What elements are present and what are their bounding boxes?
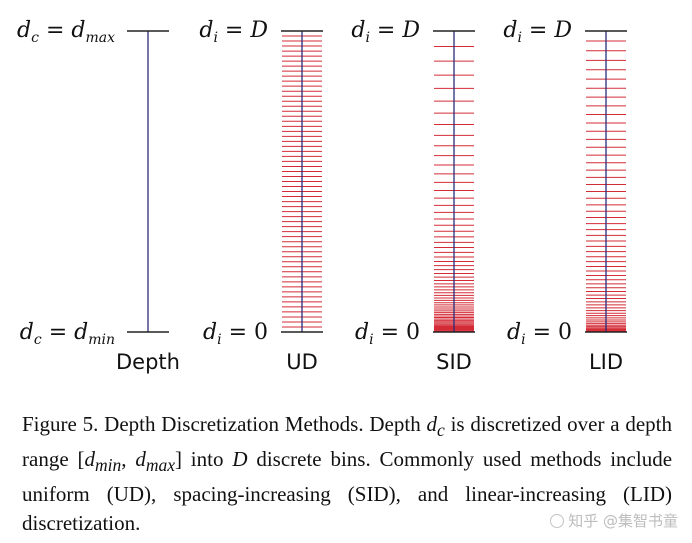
caption-var-dmax: dmax [135, 447, 175, 476]
top-label-lid: di = D [503, 18, 572, 46]
column-ud: di = D di = 0 UD [199, 18, 323, 374]
zhihu-camera-icon [550, 513, 565, 528]
caption-part-2: is discretized over a depth range [22, 412, 673, 472]
caption-var-dmin: dmin [84, 447, 122, 476]
top-label-depth: dc = dmax [17, 18, 115, 46]
figure-caption: Figure 5. Depth Discretization Methods. … [22, 412, 673, 536]
column-sid: di = D di = 0 SID [351, 18, 475, 374]
top-label-sid: di = D [351, 18, 420, 46]
bottom-label-sid: di = 0 [355, 320, 420, 348]
caption-part-3: into [181, 447, 233, 472]
column-name-lid: LID [589, 350, 623, 374]
column-lid: di = D di = 0 LID [503, 18, 627, 374]
watermark: 知乎 @集智书童 [550, 510, 678, 531]
caption-part-1: Figure 5. Depth Discretization Methods. … [22, 412, 427, 436]
caption-part-4: discrete bins. Commonly used methods inc… [22, 447, 673, 536]
bottom-label-lid: di = 0 [507, 320, 572, 348]
watermark-text: 知乎 @集智书童 [568, 512, 678, 530]
top-label-ud: di = D [199, 18, 268, 46]
column-name-sid: SID [436, 350, 472, 374]
column-name-ud: UD [286, 350, 318, 374]
caption-var-dc: dc [426, 412, 445, 441]
bottom-label-ud: di = 0 [203, 320, 268, 348]
caption-var-D: D [232, 447, 248, 472]
bottom-label-depth: dc = dmin [20, 320, 115, 348]
column-name-depth: Depth [116, 350, 180, 374]
